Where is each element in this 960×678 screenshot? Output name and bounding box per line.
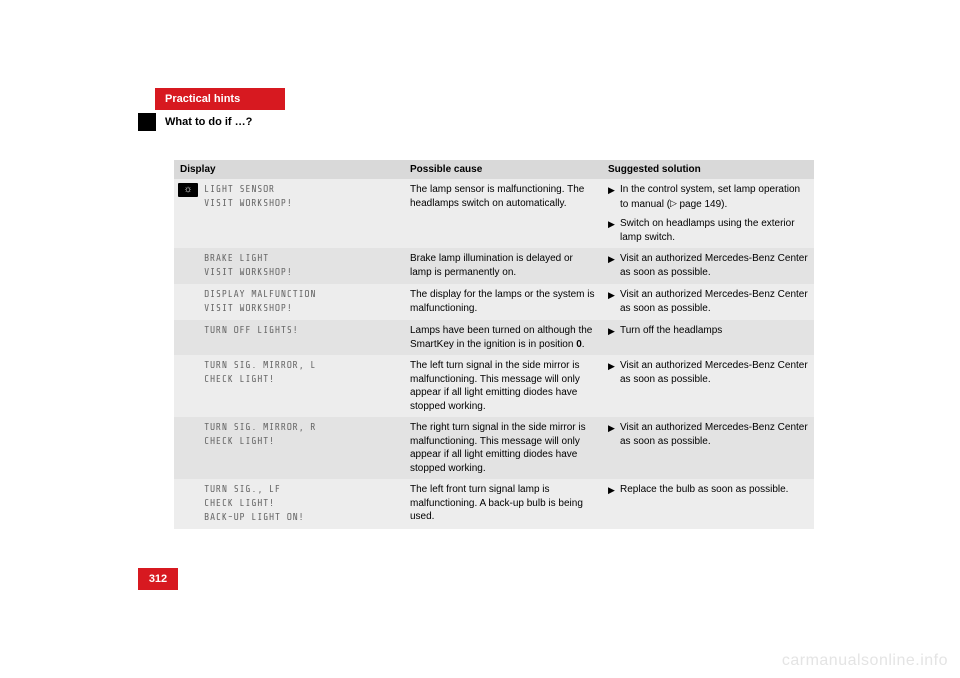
table-row: TURN SIG. MIRROR, R CHECK LIGHT!The righ… bbox=[174, 417, 814, 479]
possible-cause: The right turn signal in the side mirror… bbox=[404, 417, 602, 479]
table-row: ☼LIGHT SENSOR VISIT WORKSHOP!The lamp se… bbox=[174, 179, 814, 248]
section-tab: Practical hints bbox=[155, 88, 285, 110]
possible-cause: Brake lamp illumination is delayed or la… bbox=[404, 248, 602, 284]
possible-cause: The lamp sensor is malfunctioning. The h… bbox=[404, 179, 602, 248]
solution-text: Visit an authorized Mercedes-Benz Center… bbox=[620, 359, 808, 386]
troubleshooting-table: DisplayPossible causeSuggested solution … bbox=[174, 160, 814, 529]
solution-text: Visit an authorized Mercedes-Benz Center… bbox=[620, 252, 808, 279]
table-row: TURN OFF LIGHTS!Lamps have been turned o… bbox=[174, 320, 814, 355]
bullet-arrow-icon: ▶ bbox=[608, 288, 620, 301]
display-message: TURN SIG. MIRROR, L CHECK LIGHT! bbox=[198, 355, 404, 417]
suggested-solution: ▶Turn off the headlamps bbox=[602, 320, 814, 355]
solution-text: Visit an authorized Mercedes-Benz Center… bbox=[620, 421, 808, 448]
display-message: TURN SIG., LF CHECK LIGHT! BACK-UP LIGHT… bbox=[198, 479, 404, 529]
page-number: 312 bbox=[138, 568, 178, 590]
bullet-arrow-icon: ▶ bbox=[608, 324, 620, 337]
solution-item: ▶Switch on headlamps using the exterior … bbox=[608, 217, 808, 244]
column-header: Display bbox=[174, 160, 404, 179]
icon-cell bbox=[174, 355, 198, 417]
table-row: TURN SIG. MIRROR, L CHECK LIGHT!The left… bbox=[174, 355, 814, 417]
column-header: Possible cause bbox=[404, 160, 602, 179]
possible-cause: The left front turn signal lamp is malfu… bbox=[404, 479, 602, 529]
solution-text: Replace the bulb as soon as possible. bbox=[620, 483, 788, 497]
manual-page: Practical hints What to do if …? Display… bbox=[0, 0, 960, 678]
suggested-solution: ▶Visit an authorized Mercedes-Benz Cente… bbox=[602, 248, 814, 284]
icon-cell bbox=[174, 479, 198, 529]
page-subtitle: What to do if …? bbox=[165, 116, 252, 128]
display-message: LIGHT SENSOR VISIT WORKSHOP! bbox=[198, 179, 404, 248]
icon-cell bbox=[174, 248, 198, 284]
display-message: TURN SIG. MIRROR, R CHECK LIGHT! bbox=[198, 417, 404, 479]
display-message: TURN OFF LIGHTS! bbox=[198, 320, 404, 355]
black-marker bbox=[138, 113, 156, 131]
display-message: DISPLAY MALFUNCTION VISIT WORKSHOP! bbox=[198, 284, 404, 320]
suggested-solution: ▶Visit an authorized Mercedes-Benz Cente… bbox=[602, 355, 814, 417]
solution-item: ▶Visit an authorized Mercedes-Benz Cente… bbox=[608, 359, 808, 386]
suggested-solution: ▶Visit an authorized Mercedes-Benz Cente… bbox=[602, 284, 814, 320]
table-body: ☼LIGHT SENSOR VISIT WORKSHOP!The lamp se… bbox=[174, 179, 814, 529]
icon-cell: ☼ bbox=[174, 179, 198, 248]
icon-cell bbox=[174, 320, 198, 355]
solution-text: Turn off the headlamps bbox=[620, 324, 722, 338]
bullet-arrow-icon: ▶ bbox=[608, 183, 620, 196]
solution-text: Switch on headlamps using the exterior l… bbox=[620, 217, 808, 244]
solution-text: In the control system, set lamp operatio… bbox=[620, 183, 808, 211]
solution-item: ▶Replace the bulb as soon as possible. bbox=[608, 483, 808, 497]
icon-cell bbox=[174, 417, 198, 479]
solution-item: ▶In the control system, set lamp operati… bbox=[608, 183, 808, 211]
icon-cell bbox=[174, 284, 198, 320]
table-row: TURN SIG., LF CHECK LIGHT! BACK-UP LIGHT… bbox=[174, 479, 814, 529]
column-header: Suggested solution bbox=[602, 160, 814, 179]
table-row: BRAKE LIGHT VISIT WORKSHOP!Brake lamp il… bbox=[174, 248, 814, 284]
possible-cause: The left turn signal in the side mirror … bbox=[404, 355, 602, 417]
table-header-row: DisplayPossible causeSuggested solution bbox=[174, 160, 814, 179]
suggested-solution: ▶In the control system, set lamp operati… bbox=[602, 179, 814, 248]
display-message: BRAKE LIGHT VISIT WORKSHOP! bbox=[198, 248, 404, 284]
bullet-arrow-icon: ▶ bbox=[608, 421, 620, 434]
watermark: carmanualsonline.info bbox=[782, 652, 948, 670]
suggested-solution: ▶Visit an authorized Mercedes-Benz Cente… bbox=[602, 417, 814, 479]
solution-item: ▶Visit an authorized Mercedes-Benz Cente… bbox=[608, 288, 808, 315]
solution-text: Visit an authorized Mercedes-Benz Center… bbox=[620, 288, 808, 315]
light-icon: ☼ bbox=[178, 183, 198, 197]
solution-item: ▶Turn off the headlamps bbox=[608, 324, 808, 338]
table-row: DISPLAY MALFUNCTION VISIT WORKSHOP!The d… bbox=[174, 284, 814, 320]
suggested-solution: ▶Replace the bulb as soon as possible. bbox=[602, 479, 814, 529]
bullet-arrow-icon: ▶ bbox=[608, 252, 620, 265]
bullet-arrow-icon: ▶ bbox=[608, 217, 620, 230]
bullet-arrow-icon: ▶ bbox=[608, 359, 620, 372]
possible-cause: The display for the lamps or the system … bbox=[404, 284, 602, 320]
solution-item: ▶Visit an authorized Mercedes-Benz Cente… bbox=[608, 421, 808, 448]
bullet-arrow-icon: ▶ bbox=[608, 483, 620, 496]
solution-item: ▶Visit an authorized Mercedes-Benz Cente… bbox=[608, 252, 808, 279]
possible-cause: Lamps have been turned on although the S… bbox=[404, 320, 602, 355]
